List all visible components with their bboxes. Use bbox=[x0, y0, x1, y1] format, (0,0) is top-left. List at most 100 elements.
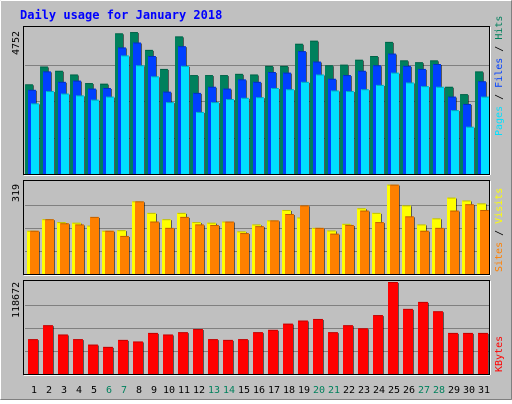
kbytes-bar-day-6-shadow bbox=[113, 347, 114, 374]
pages-bar-day-14-shadow bbox=[234, 100, 235, 174]
kbytes-bar-day-17-fill bbox=[268, 329, 278, 374]
pages-bar-day-10-fill bbox=[166, 102, 174, 174]
kbytes-bar-day-28-fill bbox=[433, 311, 443, 374]
pages-bar-day-31-shadow bbox=[489, 97, 490, 174]
kbytes-bar-day-9-fill bbox=[148, 332, 158, 374]
kbytes-bar-day-15-shadow bbox=[248, 340, 249, 374]
x-tick-label-day-29: 29 bbox=[448, 385, 460, 396]
kbytes-bar-day-26 bbox=[403, 308, 414, 374]
sites-bar-day-3-shadow bbox=[69, 224, 70, 274]
pages-bar-day-24-shadow bbox=[384, 85, 385, 174]
kbytes-bar-day-7-fill bbox=[118, 339, 128, 374]
sites-bar-day-2-shadow bbox=[54, 220, 55, 274]
x-tick-label-day-15: 15 bbox=[238, 385, 250, 396]
x-tick-label-day-10: 10 bbox=[163, 385, 175, 396]
sites-bar-day-25-shadow bbox=[399, 185, 400, 274]
kbytes-bar-day-30 bbox=[463, 332, 474, 374]
kbytes-bar-day-4-fill bbox=[73, 339, 83, 374]
sites-bar-day-20-fill bbox=[315, 227, 324, 274]
pages-bar-day-11 bbox=[181, 65, 190, 174]
kbytes-bar-day-18-fill bbox=[283, 323, 293, 374]
kbytes-bar-day-22-shadow bbox=[353, 326, 354, 374]
pages-bar-day-29 bbox=[451, 110, 460, 174]
pages-bar-day-15 bbox=[241, 97, 250, 174]
pages-bar-day-1-shadow bbox=[39, 104, 40, 174]
sites-bar-day-23-fill bbox=[360, 210, 369, 274]
pages-bar-day-2-shadow bbox=[54, 92, 55, 174]
kbytes-bar-day-2-fill bbox=[43, 325, 53, 374]
pages-bar-day-30 bbox=[466, 126, 475, 174]
kbytes-bar-day-2-shadow bbox=[53, 326, 54, 374]
pages-bar-day-28-fill bbox=[436, 86, 444, 174]
pages-bar-day-21 bbox=[331, 90, 340, 174]
sites-bar-day-13 bbox=[210, 224, 220, 274]
sites-bar-day-22 bbox=[345, 224, 355, 274]
pages-bar-day-6-fill bbox=[106, 96, 114, 174]
sites-bar-day-17-shadow bbox=[279, 221, 280, 274]
sites-bar-day-27-shadow bbox=[429, 231, 430, 274]
kbytes-bar-day-26-fill bbox=[403, 308, 413, 374]
x-tick-label-day-12: 12 bbox=[193, 385, 205, 396]
pages-bar-day-8-fill bbox=[136, 65, 144, 174]
kbytes-bar-day-31-shadow bbox=[488, 333, 489, 374]
kbytes-bar-day-24-fill bbox=[373, 315, 383, 374]
sites-bar-day-10 bbox=[165, 227, 175, 274]
pages-bar-day-2-fill bbox=[46, 91, 54, 174]
sites-bar-day-23 bbox=[360, 210, 370, 274]
pages-bar-day-9 bbox=[151, 76, 160, 174]
pages-bar-day-7 bbox=[121, 55, 130, 174]
pages-bar-day-6-shadow bbox=[114, 97, 115, 174]
pages-bar-day-31-fill bbox=[481, 96, 489, 174]
pages-bar-day-14-fill bbox=[226, 99, 234, 174]
sites-bar-day-22-shadow bbox=[354, 225, 355, 274]
kbytes-bar-day-21-shadow bbox=[338, 333, 339, 374]
kbytes-bar-day-29 bbox=[448, 332, 459, 374]
pages-bar-day-30-fill bbox=[466, 126, 474, 174]
sites-bar-day-26 bbox=[405, 216, 415, 274]
sites-bar-day-21-fill bbox=[330, 233, 339, 274]
sites-bar-day-7 bbox=[120, 235, 130, 274]
pages-bar-day-29-fill bbox=[451, 110, 459, 174]
sites-bar-day-17-fill bbox=[270, 220, 279, 274]
kbytes-bar-day-4 bbox=[73, 339, 84, 374]
pages-bar-day-20-shadow bbox=[324, 75, 325, 174]
sites-bar-day-21-shadow bbox=[339, 234, 340, 274]
kbytes-bar-day-11-shadow bbox=[188, 333, 189, 374]
pages-bar-day-12-shadow bbox=[204, 112, 205, 174]
kbytes-bar-day-23-fill bbox=[358, 328, 368, 374]
pages-bar-day-15-shadow bbox=[249, 98, 250, 174]
kbytes-bar-day-16 bbox=[253, 332, 264, 374]
pages-bar-day-20-fill bbox=[316, 74, 324, 174]
pages-bar-day-8 bbox=[136, 65, 145, 174]
sites-bar-day-23-shadow bbox=[369, 211, 370, 274]
sites-bar-day-18-shadow bbox=[294, 215, 295, 274]
sites-bar-day-21 bbox=[330, 233, 340, 274]
sites-bar-day-31-fill bbox=[480, 209, 489, 274]
kbytes-bar-day-4-shadow bbox=[83, 340, 84, 374]
kbytes-bar-day-21-fill bbox=[328, 332, 338, 374]
pages-bar-day-3-fill bbox=[61, 93, 69, 174]
kbytes-bar-day-23 bbox=[358, 328, 369, 374]
sites-bar-day-9 bbox=[150, 221, 160, 274]
sites-bar-day-16-fill bbox=[255, 226, 264, 274]
x-tick-label-day-25: 25 bbox=[388, 385, 400, 396]
kbytes-bar-day-13-shadow bbox=[218, 340, 219, 374]
kbytes-bar-day-7 bbox=[118, 339, 129, 374]
kbytes-bar-day-25 bbox=[388, 282, 399, 374]
pages-bar-day-26-fill bbox=[406, 82, 414, 174]
x-tick-label-day-31: 31 bbox=[478, 385, 490, 396]
legend-files: Files bbox=[494, 58, 505, 88]
kbytes-bar-day-6-fill bbox=[103, 346, 113, 374]
x-tick-label-day-21: 21 bbox=[328, 385, 340, 396]
kbytes-bar-day-5-shadow bbox=[98, 345, 99, 374]
sites-bar-day-25 bbox=[390, 184, 400, 274]
kbytes-bar-day-21 bbox=[328, 332, 339, 374]
kbytes-bar-day-23-shadow bbox=[368, 329, 369, 374]
pages-bar-day-31 bbox=[481, 96, 490, 174]
legend-separator-3: / bbox=[494, 224, 505, 242]
kbytes-bar-day-6 bbox=[103, 346, 114, 374]
kbytes-bar-day-20-shadow bbox=[323, 319, 324, 374]
sites-bar-day-29 bbox=[450, 210, 460, 274]
